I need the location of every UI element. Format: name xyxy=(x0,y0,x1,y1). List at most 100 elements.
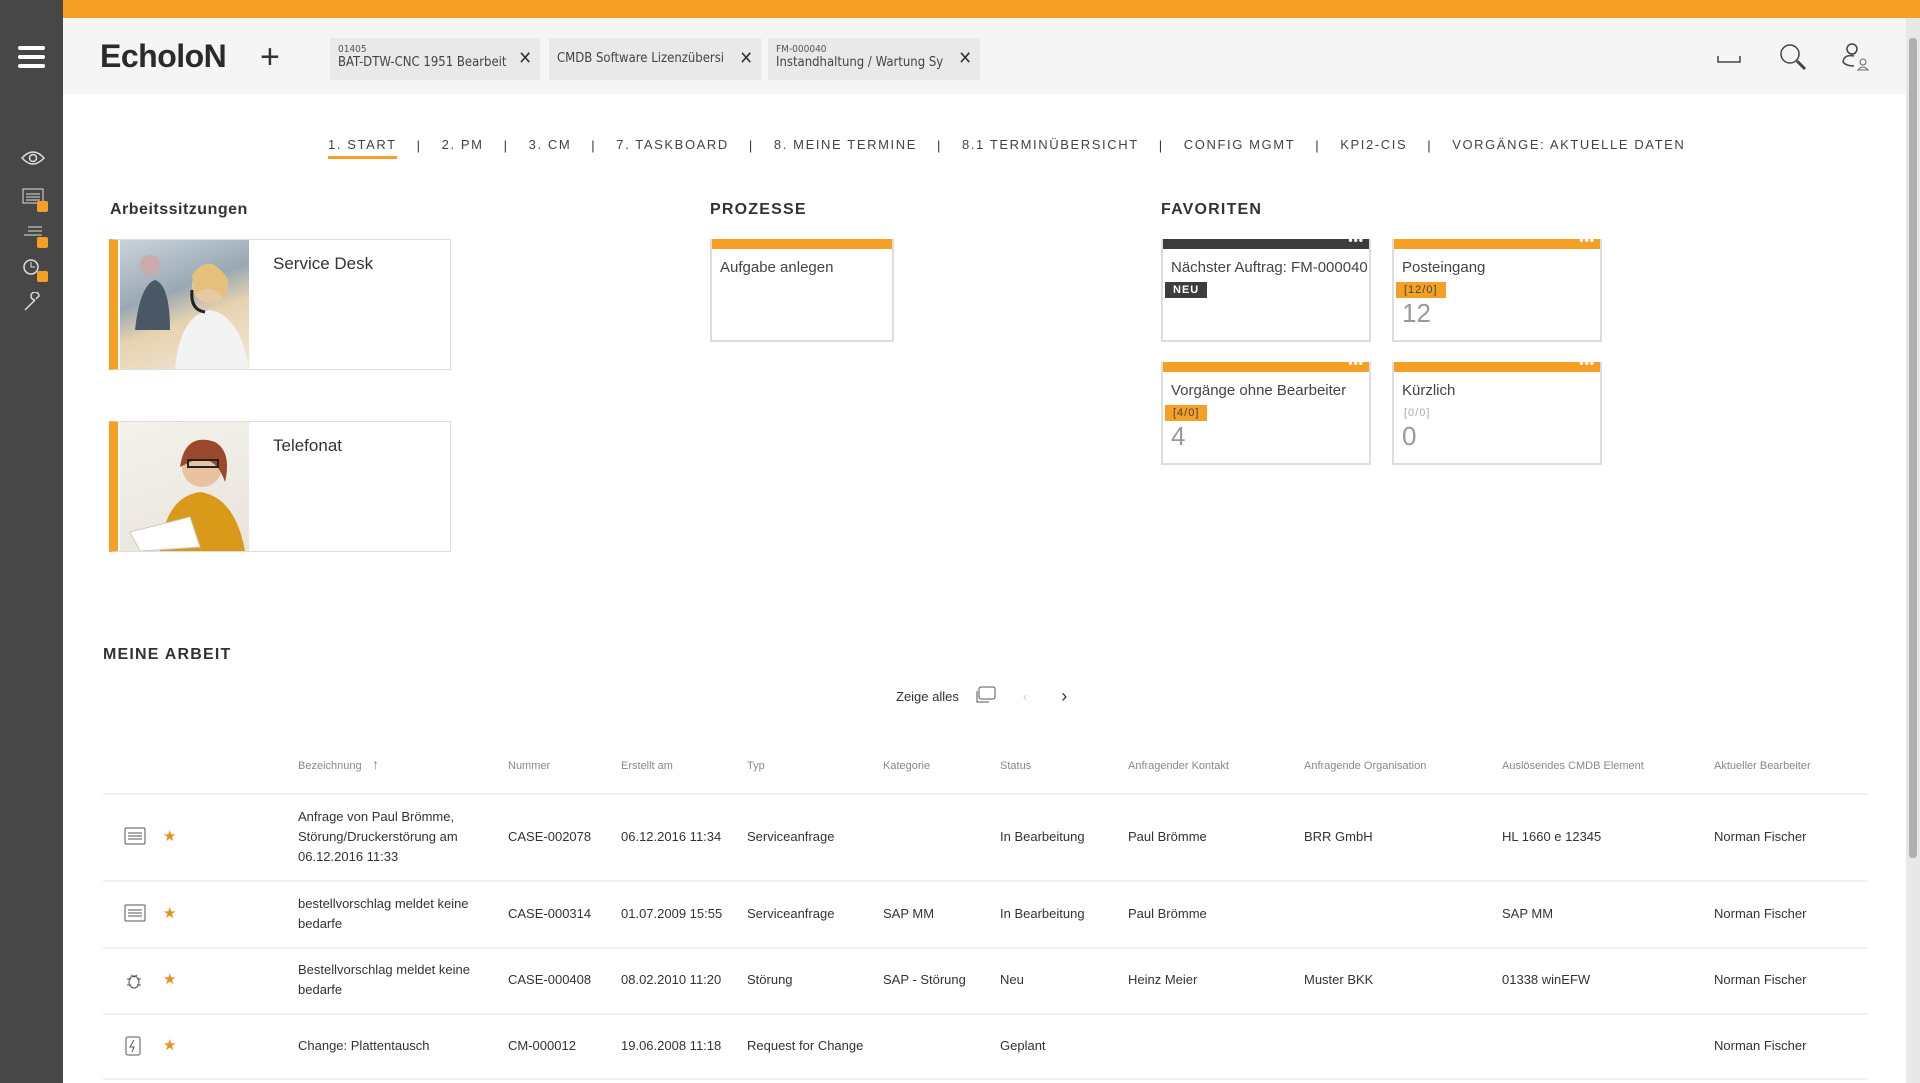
my-work-title: MEINE ARBEIT xyxy=(103,646,232,663)
table-cell: HL 1660 e 12345 xyxy=(1502,828,1602,844)
more-options-icon[interactable]: ••• xyxy=(1348,233,1364,247)
column-header[interactable]: Typ xyxy=(747,760,765,772)
table-cell xyxy=(883,1013,983,1078)
sessions-title: Arbeitssitzungen xyxy=(110,201,248,218)
scrollbar-thumb[interactable] xyxy=(1909,38,1917,858)
app-logo: EcholoN xyxy=(100,38,227,74)
favorite-card[interactable]: ••• Posteingang [12/0] 12 xyxy=(1392,233,1602,342)
favorite-star-icon[interactable]: ★ xyxy=(163,971,177,988)
next-page-button[interactable]: › xyxy=(1061,686,1068,706)
favorite-card[interactable]: ••• Vorgänge ohne Bearbeiter [4/0] 4 xyxy=(1161,356,1371,465)
nav-tab[interactable]: VORGÄNGE: AKTUELLE DATEN xyxy=(1452,137,1686,152)
session-label: Service Desk xyxy=(273,254,374,273)
card-accent-bar: ••• xyxy=(1163,233,1369,249)
tab-subtitle: FM-000040 xyxy=(776,44,827,55)
favorite-count: 4 xyxy=(1171,421,1186,451)
nav-tab[interactable]: KPI2-CIS xyxy=(1340,137,1408,152)
column-header[interactable]: Auslösendes CMDB Element xyxy=(1502,760,1644,772)
nav-separator: | xyxy=(748,137,754,153)
column-header[interactable]: Anfragender Kontakt xyxy=(1128,760,1229,772)
main-nav: 1. START | 2. PM | 3. CM | 7. TASKBOARD | 8. MEI… xyxy=(328,137,1685,159)
tab-subtitle: 01405 xyxy=(338,44,367,55)
table-cell: In Bearbeitung xyxy=(1000,828,1085,844)
minimize-icon[interactable] xyxy=(1712,40,1746,74)
favorite-star-icon[interactable]: ★ xyxy=(163,1036,177,1054)
sort-asc-icon[interactable]: ↑ xyxy=(372,756,379,772)
table-cell: SAP MM xyxy=(883,905,935,921)
session-card-telefonat[interactable]: Telefonat xyxy=(109,421,451,552)
prev-page-button[interactable]: ‹ xyxy=(1022,689,1028,704)
more-options-icon[interactable]: ••• xyxy=(1579,356,1595,370)
tasks-icon[interactable] xyxy=(20,224,48,248)
table-cell: Geplant xyxy=(1000,1037,1046,1053)
clock-icon[interactable] xyxy=(20,258,48,282)
favorite-card[interactable]: ••• Kürzlich [0/0] 0 xyxy=(1392,356,1602,465)
show-all-icon[interactable] xyxy=(973,686,997,707)
session-label: Telefonat xyxy=(273,436,342,455)
table-cell: 19.06.2008 11:18 xyxy=(621,1037,722,1053)
favorite-star-icon[interactable]: ★ xyxy=(163,904,177,922)
nav-tab[interactable]: 7. TASKBOARD xyxy=(616,137,729,152)
search-icon[interactable] xyxy=(1776,40,1810,74)
close-icon[interactable]: ✕ xyxy=(518,48,532,69)
row-divider xyxy=(103,793,1867,795)
list-board-icon[interactable] xyxy=(20,188,48,212)
nav-tab[interactable]: 8. MEINE TERMINE xyxy=(773,137,917,152)
show-all-link[interactable]: Zeige alles xyxy=(896,689,959,704)
bug-icon xyxy=(124,970,144,995)
column-header[interactable]: Kategorie xyxy=(883,760,931,772)
table-row[interactable]: ★ bestellvorschlag meldet keine bedarfe CA… xyxy=(103,880,1867,947)
column-header[interactable]: Aktueller Bearbeiter xyxy=(1714,760,1811,772)
open-tab[interactable]: 01405 BAT-DTW-CNC 1951 Bearbeit ✕ xyxy=(330,38,540,80)
table-cell xyxy=(1304,880,1484,947)
table-cell: Bestellvorschlag meldet keine bedarfe xyxy=(298,962,470,997)
column-header[interactable]: Status xyxy=(1000,760,1032,772)
process-card[interactable]: Aufgabe anlegen xyxy=(710,239,894,342)
table-row[interactable]: ★ Change: Plattentausch CM-000012 19.06.200… xyxy=(103,1013,1867,1078)
service-request-icon xyxy=(124,827,146,850)
tab-title: CMDB Software Lizenzübersi xyxy=(557,51,725,66)
favorite-badge: NEU xyxy=(1165,282,1208,298)
card-accent-bar: ••• xyxy=(1394,233,1600,249)
nav-tab[interactable]: 3. CM xyxy=(528,137,572,152)
favorite-star-icon[interactable]: ★ xyxy=(163,827,177,845)
new-tab-button[interactable]: + xyxy=(260,38,280,76)
row-divider xyxy=(103,880,1867,882)
favorite-title: Posteingang xyxy=(1402,259,1486,276)
column-header[interactable]: Erstellt am xyxy=(621,760,673,772)
nav-tab[interactable]: CONFIG MGMT xyxy=(1183,137,1296,152)
nav-tab[interactable]: 8.1 TERMINÜBERSICHT xyxy=(961,137,1139,152)
table-cell: Norman Fischer xyxy=(1714,972,1807,987)
favorite-card[interactable]: ••• Nächster Auftrag: FM-000040 NEU xyxy=(1161,233,1371,342)
table-cell: bestellvorschlag meldet keine bedarfe xyxy=(298,895,469,931)
more-options-icon[interactable]: ••• xyxy=(1579,233,1595,247)
change-icon xyxy=(124,1036,142,1061)
open-tab[interactable]: CMDB Software Lizenzübersi ✕ xyxy=(549,38,761,80)
nav-tab[interactable]: 2. PM xyxy=(441,137,484,152)
nav-tab[interactable]: 1. START xyxy=(328,137,397,159)
table-cell: Muster BKK xyxy=(1304,972,1374,987)
open-tab[interactable]: FM-000040 Instandhaltung / Wartung Sy ✕ xyxy=(768,38,980,80)
table-cell: Norman Fischer xyxy=(1714,828,1807,844)
scrollbar[interactable] xyxy=(1906,18,1920,1083)
column-header[interactable]: Anfragende Organisation xyxy=(1304,760,1427,772)
service-desk-photo xyxy=(120,240,249,369)
table-cell xyxy=(883,793,983,880)
table-row[interactable]: ★ Anfrage von Paul Brömme, Störung/Drucke… xyxy=(103,793,1867,880)
wrench-icon[interactable] xyxy=(20,291,46,314)
column-header[interactable]: Nummer xyxy=(508,760,551,772)
eye-icon[interactable] xyxy=(20,150,46,172)
user-switch-icon[interactable] xyxy=(1838,40,1872,74)
more-options-icon[interactable]: ••• xyxy=(1348,356,1364,370)
service-request-icon xyxy=(124,904,146,927)
session-card-service-desk[interactable]: Service Desk xyxy=(109,239,451,370)
close-icon[interactable]: ✕ xyxy=(739,48,753,69)
favorites-title: FAVORITEN xyxy=(1161,201,1263,218)
table-row[interactable]: ★ Bestellvorschlag meldet keine bedarfe CA… xyxy=(103,947,1867,1013)
menu-icon[interactable] xyxy=(18,46,45,68)
card-accent-bar: ••• xyxy=(1163,356,1369,372)
column-header[interactable]: Bezeichnung xyxy=(298,760,362,772)
close-icon[interactable]: ✕ xyxy=(958,48,972,69)
table-cell: Neu xyxy=(1000,972,1024,987)
process-label: Aufgabe anlegen xyxy=(720,259,834,276)
